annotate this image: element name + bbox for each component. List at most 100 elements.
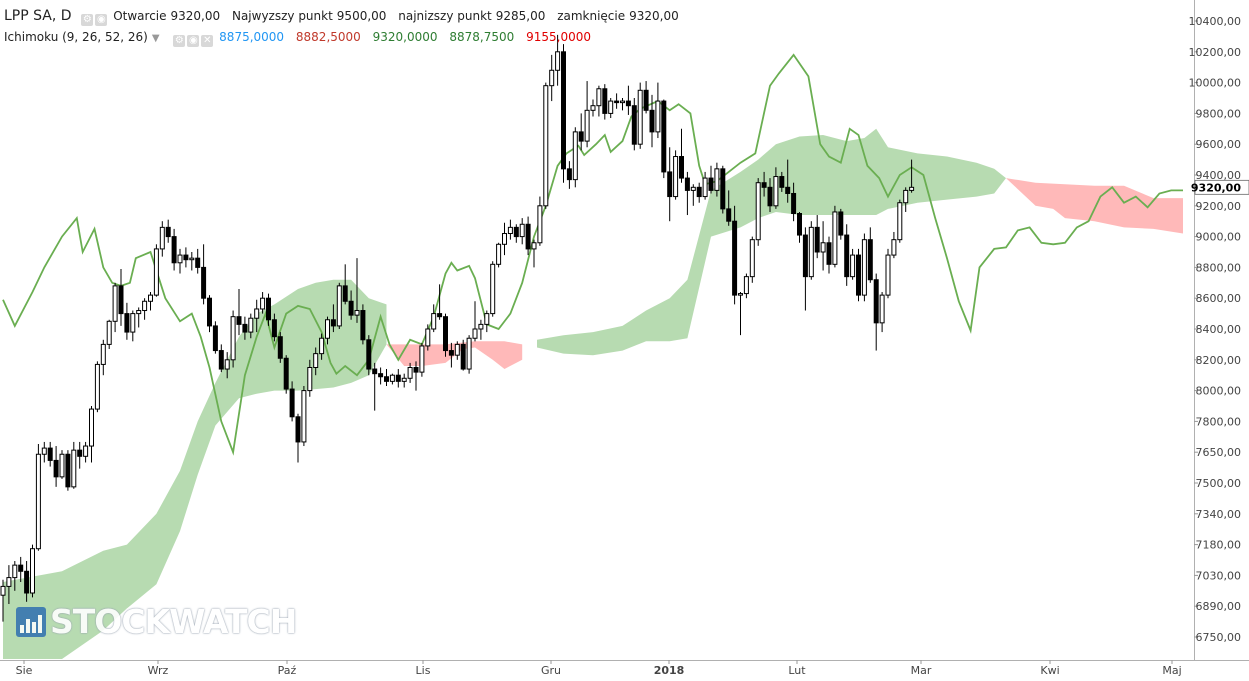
candle-body bbox=[354, 310, 360, 316]
candle bbox=[732, 205, 738, 305]
candle-body bbox=[395, 374, 401, 382]
candle bbox=[738, 292, 743, 336]
candle-body bbox=[679, 156, 684, 179]
candle-body bbox=[814, 226, 820, 253]
candle bbox=[0, 579, 6, 622]
candle bbox=[12, 561, 18, 591]
candle bbox=[230, 310, 236, 368]
candle-body bbox=[148, 294, 153, 302]
candle bbox=[549, 54, 555, 102]
candle bbox=[266, 293, 271, 326]
candle-body bbox=[319, 337, 325, 355]
candle-body bbox=[643, 89, 649, 111]
candle bbox=[684, 171, 690, 216]
indicator-value-4: 8878,7500 bbox=[449, 30, 515, 44]
candle-body bbox=[224, 359, 230, 370]
candle-body bbox=[566, 168, 572, 181]
candle bbox=[844, 224, 850, 286]
close-icon[interactable]: ✕ bbox=[201, 35, 214, 47]
cloud-segment-bear bbox=[1006, 178, 1183, 234]
candle bbox=[779, 171, 785, 192]
candle bbox=[71, 441, 77, 489]
candle bbox=[808, 221, 814, 280]
candle bbox=[572, 127, 578, 188]
high-label: Najwyzszy punkt bbox=[231, 9, 333, 23]
time-tick-label: Paź bbox=[278, 664, 297, 677]
candle-body bbox=[861, 239, 867, 296]
candle bbox=[631, 98, 637, 151]
candle-body bbox=[502, 233, 507, 245]
candle bbox=[59, 450, 65, 479]
indicator-name[interactable]: Ichimoku (9, 26, 52, 26) bbox=[4, 30, 148, 44]
eye-icon[interactable]: ◉ bbox=[95, 14, 108, 26]
candle-body bbox=[248, 317, 254, 333]
candle bbox=[401, 373, 407, 388]
candle-body bbox=[342, 285, 348, 302]
candle-body bbox=[313, 353, 319, 369]
last-price-box bbox=[1194, 179, 1249, 195]
candle-body bbox=[189, 257, 195, 261]
candle bbox=[856, 248, 861, 302]
candle-body bbox=[466, 337, 472, 370]
price-tick-label: 10000,00 bbox=[1189, 77, 1242, 90]
candle bbox=[407, 362, 413, 383]
candle bbox=[454, 341, 460, 360]
candle-body bbox=[348, 300, 354, 316]
candle-body bbox=[443, 316, 448, 352]
symbol-label[interactable]: LPP SA, D bbox=[4, 8, 72, 24]
candle bbox=[755, 178, 761, 246]
candle bbox=[773, 167, 779, 209]
candle bbox=[148, 292, 153, 311]
candle bbox=[301, 385, 307, 447]
price-tick-label: 7340,00 bbox=[1196, 508, 1242, 521]
candle-body bbox=[401, 377, 407, 382]
candle-body bbox=[106, 320, 112, 345]
candle-body bbox=[171, 236, 177, 264]
candle bbox=[714, 162, 720, 197]
candle bbox=[543, 82, 549, 209]
candle bbox=[159, 221, 165, 257]
candle-body bbox=[437, 313, 443, 318]
candle-body bbox=[832, 211, 838, 265]
candle-body bbox=[690, 186, 696, 191]
candle bbox=[531, 239, 537, 268]
candle-body bbox=[41, 447, 47, 455]
candle-body bbox=[873, 279, 879, 324]
candle-body bbox=[720, 168, 726, 210]
price-tick-label: 8600,00 bbox=[1196, 292, 1242, 305]
candle bbox=[207, 295, 212, 333]
eye-icon[interactable]: ◉ bbox=[187, 35, 200, 47]
last-price-label: 9320,00 bbox=[1191, 181, 1241, 194]
candle bbox=[749, 236, 755, 283]
candle bbox=[47, 441, 53, 467]
price-tick-label: 8400,00 bbox=[1196, 323, 1242, 336]
candle bbox=[189, 252, 195, 271]
ichimoku-cloud bbox=[3, 128, 1183, 659]
candle-body bbox=[767, 186, 773, 207]
candle-body bbox=[820, 242, 826, 253]
candle-body bbox=[100, 343, 106, 365]
candle bbox=[254, 299, 260, 333]
candle bbox=[443, 313, 448, 357]
candle bbox=[389, 373, 395, 385]
settings-icon[interactable]: ⚙ bbox=[173, 35, 186, 47]
price-tick-label: 9000,00 bbox=[1196, 231, 1242, 244]
candle-body bbox=[537, 205, 543, 244]
candle-body bbox=[360, 310, 366, 341]
candle bbox=[53, 446, 59, 487]
candle bbox=[661, 99, 667, 179]
chevron-down-icon[interactable]: ▼ bbox=[151, 33, 160, 44]
candle bbox=[566, 161, 572, 189]
candle-body bbox=[94, 363, 100, 410]
candle bbox=[897, 199, 903, 243]
candle bbox=[832, 205, 838, 268]
time-tick-label: 2018 bbox=[654, 664, 685, 677]
candle bbox=[850, 248, 856, 280]
candle bbox=[820, 221, 826, 271]
candle bbox=[100, 339, 106, 376]
candle-body bbox=[631, 105, 637, 145]
settings-icon[interactable]: ⚙ bbox=[81, 14, 94, 26]
close-value: 9320,00 bbox=[629, 9, 679, 23]
candle bbox=[325, 316, 330, 345]
